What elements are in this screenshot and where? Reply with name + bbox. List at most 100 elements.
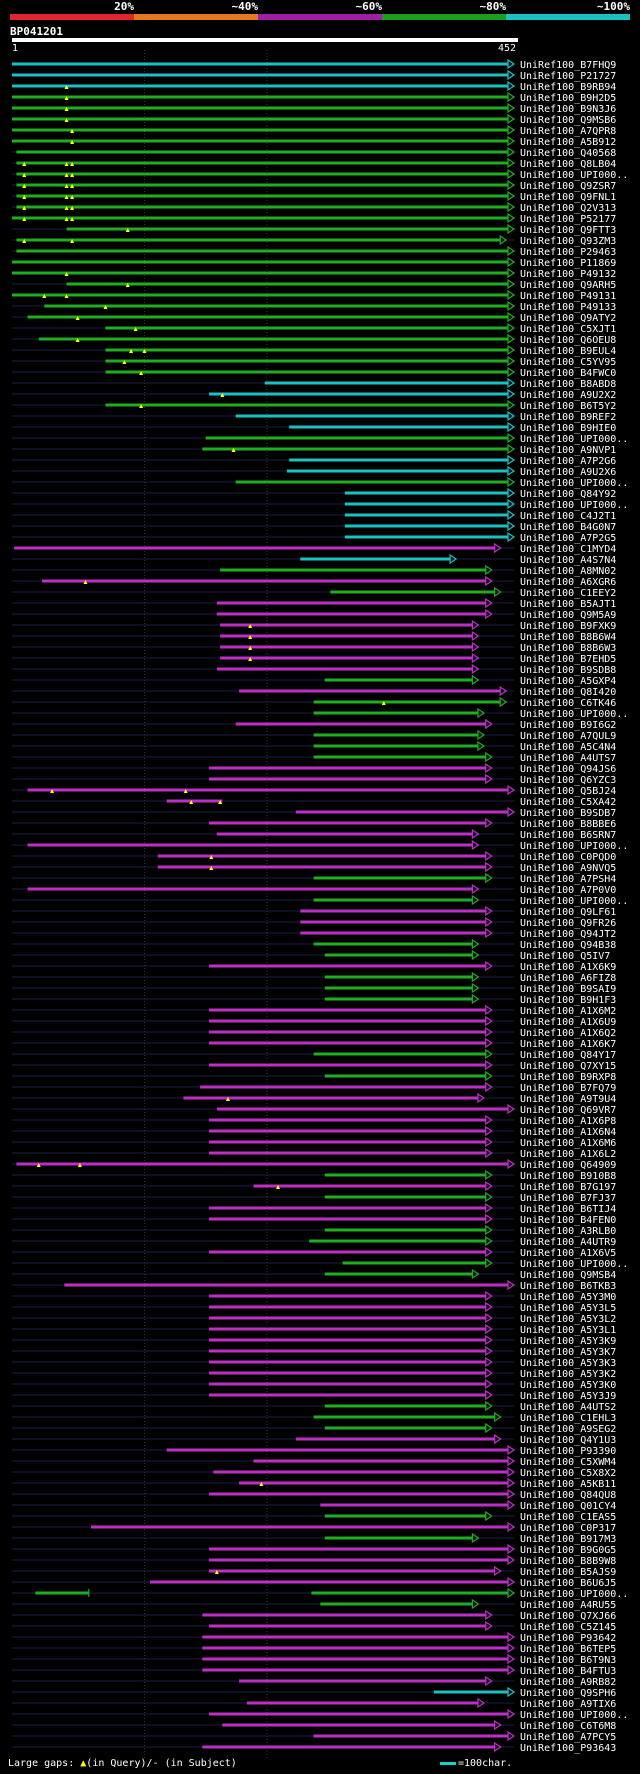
query-gap-icon [64,184,69,188]
hit-label-15: UniRef100_P52177 [520,214,616,225]
hit-arrow-32 [507,399,516,411]
hit-arrow-57 [471,674,480,686]
query-gap-icon [248,624,253,628]
hit-label-53: UniRef100_B8B6W4 [520,632,616,643]
hit-segment-26 [38,337,509,341]
hit-arrow-90 [485,1037,493,1049]
hit-label-63: UniRef100_A5C4N4 [520,742,616,753]
hit-segment-145 [202,1646,508,1650]
hit-label-133: UniRef100_C1EAS5 [520,1512,616,1523]
query-gap-icon [125,283,130,287]
legend-label-100: ~100% [596,0,630,13]
hit-arrow-52 [471,619,480,631]
hit-label-137: UniRef100_B8B9W8 [520,1556,616,1567]
query-gap-icon [22,206,27,210]
hit-label-35: UniRef100_UPI000.. [520,434,628,445]
query-gap-icon [22,195,27,199]
hit-arrow-69 [507,806,516,818]
hit-arrow-96 [507,1103,516,1115]
query-gap-icon [70,162,75,166]
query-gap-icon [64,173,69,177]
hit-label-26: UniRef100_Q6OEU8 [520,335,616,346]
hit-arrow-84 [471,971,480,983]
hit-arrow-41 [507,498,516,510]
hit-segment-25 [105,326,508,330]
query-gap-icon [125,228,130,232]
hit-segment-122 [209,1393,486,1397]
hit-arrow-99 [485,1136,493,1148]
legend-labels: 20% ~40% ~60% ~80% ~100% [10,0,630,13]
hit-arrow-55 [471,652,480,664]
hit-arrow-146 [507,1653,516,1665]
hit-label-68: UniRef100_C5XA42 [520,797,616,808]
hit-segment-149 [433,1690,508,1694]
query-gap-icon [225,1097,230,1101]
hit-label-131: UniRef100_Q84QU8 [520,1490,616,1501]
hit-label-89: UniRef100_A1X6Q2 [520,1028,616,1039]
hit-label-107: UniRef100_A3RLB0 [520,1226,616,1237]
hit-segment-14 [16,205,508,209]
hit-segment-113 [209,1294,486,1298]
hit-segment-19 [12,260,508,264]
hit-label-113: UniRef100_A5Y3M0 [520,1292,616,1303]
hit-segment-5 [12,106,508,110]
hit-label-144: UniRef100_P93642 [520,1633,616,1644]
hit-label-105: UniRef100_B6TIJ4 [520,1204,616,1215]
query-gap-icon [64,195,69,199]
hit-segment-43 [344,524,508,528]
query-gap-icon [220,393,225,397]
hit-segment-11 [16,172,508,176]
hit-arrow-108 [485,1235,493,1247]
hit-arrow-25 [507,322,516,334]
hit-segment-57 [324,678,473,682]
hit-segment-54 [220,645,473,649]
hit-segment-115 [209,1316,486,1320]
hit-label-39: UniRef100_UPI000.. [520,478,628,489]
query-gap-icon [70,173,75,177]
hit-arrow-1 [507,58,516,70]
query-gap-icon [64,217,69,221]
hit-segment-51 [216,612,486,616]
hit-segment-48 [42,579,486,583]
hit-label-150: UniRef100_A9TIX6 [520,1699,616,1710]
hit-label-28: UniRef100_C5YV95 [520,357,616,368]
hit-arrow-48 [485,575,493,587]
query-gap-icon [64,85,69,89]
query-gap-icon [209,855,214,859]
hit-label-22: UniRef100_P49131 [520,291,616,302]
hit-segment-87 [209,1008,486,1012]
hit-segment-24 [27,315,508,319]
hit-arrow-142 [485,1609,493,1621]
hit-label-65: UniRef100_Q94JS6 [520,764,616,775]
hit-label-84: UniRef100_A6FIZ8 [520,973,616,984]
hit-label-81: UniRef100_Q94B38 [520,940,616,951]
hit-label-18: UniRef100_P29463 [520,247,616,258]
hit-segment-95 [183,1096,478,1100]
hit-segment-153 [313,1734,508,1738]
hit-arrow-18 [507,245,516,257]
hit-label-12: UniRef100_Q9ZSR7 [520,181,616,192]
hit-label-50: UniRef100_B5AJT1 [520,599,616,610]
identity-color-legend [10,14,630,20]
ruler-start-label: 1 [12,43,19,54]
hit-segment-59 [313,700,501,704]
hit-label-2: UniRef100_P21727 [520,71,616,82]
hit-arrow-154 [494,1741,502,1753]
hit-segment-120 [209,1371,486,1375]
hit-label-103: UniRef100_B7G197 [520,1182,616,1193]
hit-arrow-36 [507,443,516,455]
hit-arrow-138 [494,1565,502,1577]
hit-arrow-42 [507,509,516,521]
hit-arrow-39 [507,476,516,488]
hit-arrow-85 [471,982,480,994]
hit-label-59: UniRef100_C6TK46 [520,698,616,709]
hit-segment-147 [202,1668,508,1672]
hit-arrow-127 [507,1444,516,1456]
hit-segment-118 [209,1349,486,1353]
hit-arrow-13 [507,190,516,202]
hit-segment-39 [235,480,508,484]
hit-arrow-61 [485,718,493,730]
hit-arrow-76 [471,883,480,895]
hit-segment-29 [105,370,508,374]
query-gap-icon [209,866,214,870]
